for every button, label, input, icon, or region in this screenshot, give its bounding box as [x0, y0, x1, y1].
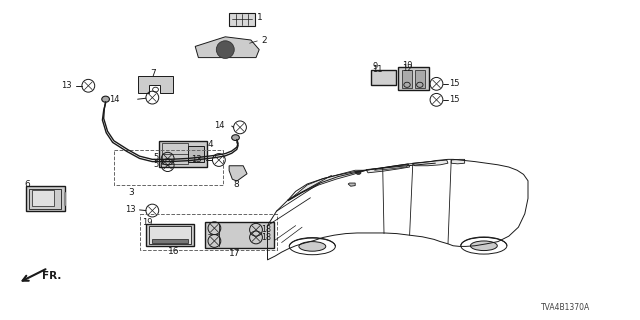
Polygon shape — [195, 37, 259, 58]
Ellipse shape — [102, 96, 109, 102]
Polygon shape — [451, 159, 465, 164]
Bar — [159, 141, 207, 167]
Polygon shape — [138, 76, 173, 93]
Text: 14: 14 — [109, 95, 119, 104]
Bar — [29, 189, 61, 209]
Bar — [229, 13, 255, 26]
Bar — [162, 143, 188, 164]
Text: 13: 13 — [125, 205, 136, 214]
Text: 5: 5 — [154, 160, 159, 169]
Text: TVA4B1370A: TVA4B1370A — [541, 303, 590, 312]
Bar — [26, 186, 65, 211]
Text: 16: 16 — [168, 247, 179, 256]
Text: 3: 3 — [128, 188, 134, 196]
Text: 13: 13 — [191, 155, 202, 164]
Polygon shape — [229, 166, 247, 181]
Polygon shape — [288, 170, 366, 201]
Ellipse shape — [461, 237, 507, 254]
Bar — [205, 222, 274, 248]
Ellipse shape — [299, 242, 326, 251]
Text: 15: 15 — [449, 95, 460, 104]
Bar — [32, 190, 54, 206]
Text: 15: 15 — [449, 79, 460, 88]
Bar — [140, 214, 277, 250]
Text: 8: 8 — [234, 180, 239, 188]
Polygon shape — [366, 164, 410, 173]
Polygon shape — [413, 160, 448, 166]
Text: 10: 10 — [402, 61, 412, 70]
Ellipse shape — [216, 41, 234, 59]
Text: 13: 13 — [61, 81, 72, 90]
Bar — [114, 150, 223, 185]
Ellipse shape — [470, 241, 497, 251]
Bar — [415, 70, 425, 88]
Text: 17: 17 — [229, 249, 241, 258]
Text: 7: 7 — [150, 69, 156, 78]
Text: 4: 4 — [208, 140, 214, 149]
Polygon shape — [374, 164, 408, 170]
Text: 6: 6 — [24, 180, 30, 188]
Text: 11: 11 — [372, 65, 383, 74]
Polygon shape — [348, 183, 355, 186]
Text: 18: 18 — [261, 225, 271, 234]
Bar — [371, 70, 396, 85]
Text: 5: 5 — [154, 153, 159, 162]
Text: 9: 9 — [372, 62, 378, 71]
Bar — [146, 224, 194, 246]
Ellipse shape — [232, 135, 239, 140]
Text: 1: 1 — [257, 13, 263, 22]
Bar — [149, 226, 191, 244]
Text: 19: 19 — [142, 218, 152, 227]
Bar — [402, 70, 412, 88]
Text: 2: 2 — [261, 36, 267, 44]
Text: 14: 14 — [214, 121, 225, 130]
Text: 12: 12 — [402, 64, 412, 73]
Text: FR.: FR. — [42, 271, 61, 281]
Text: 18: 18 — [261, 233, 271, 242]
Bar — [152, 239, 188, 243]
Ellipse shape — [289, 238, 335, 255]
Bar — [188, 146, 204, 162]
Bar — [398, 67, 429, 90]
Ellipse shape — [356, 171, 361, 174]
